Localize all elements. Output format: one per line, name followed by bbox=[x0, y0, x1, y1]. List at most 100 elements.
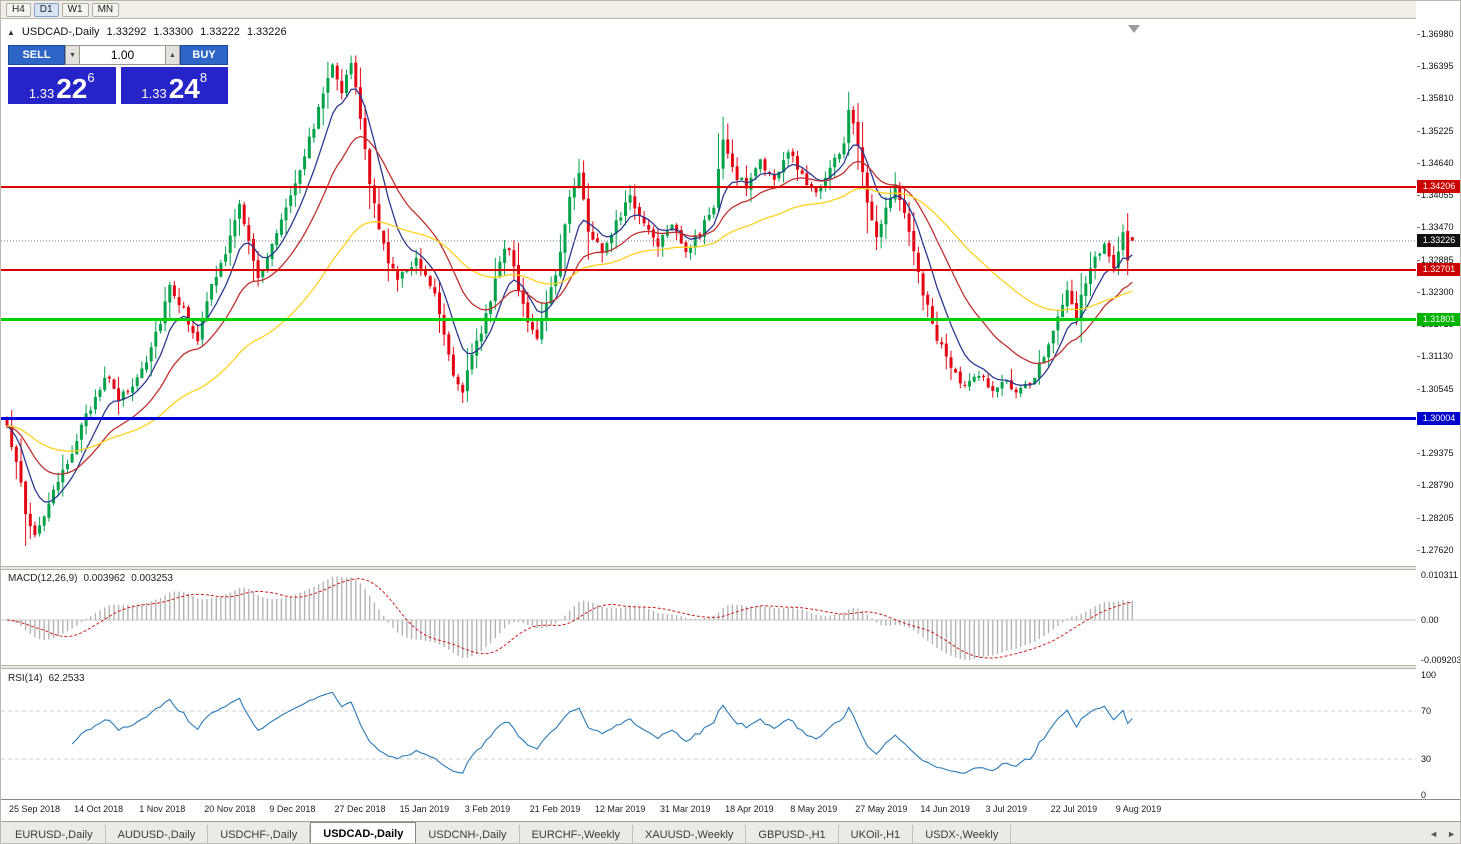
date-axis-label: 22 Jul 2019 bbox=[1050, 804, 1098, 814]
timeframe-button-w1[interactable]: W1 bbox=[61, 2, 89, 17]
resistance-level-badge: 1.34206 bbox=[1417, 180, 1460, 194]
volume-input[interactable] bbox=[80, 45, 165, 65]
date-axis-label: 3 Jul 2019 bbox=[985, 804, 1028, 814]
rsi-axis-label: 30 bbox=[1421, 754, 1432, 764]
rsi-axis-label: 100 bbox=[1421, 670, 1437, 680]
date-axis-label: 12 Mar 2019 bbox=[594, 804, 646, 814]
tab-scroll-left-button[interactable]: ◄ bbox=[1429, 829, 1439, 839]
price-axis-tick bbox=[1417, 33, 1420, 35]
price-axis-label: 1.29375 bbox=[1421, 448, 1454, 459]
rsi-title: RSI(14) bbox=[8, 673, 43, 684]
price-axis: 1.36980 1.36395 1.35810 1.35225 1.34640 1.340… bbox=[1416, 1, 1461, 800]
sell-price-pipette: 6 bbox=[87, 70, 95, 85]
chart-symbol-label: USDCAD-,Daily bbox=[21, 26, 100, 38]
ohlc-low-value: 1.33222 bbox=[200, 26, 240, 38]
price-axis-tick bbox=[1417, 356, 1420, 358]
price-axis-label: 1.28205 bbox=[1421, 512, 1454, 523]
macd-panel-canvas[interactable] bbox=[1, 570, 1416, 665]
macd-signal-line bbox=[6, 578, 1133, 659]
rsi-line bbox=[71, 691, 1133, 774]
timeframe-toolbar: H4 D1 W1 MN bbox=[1, 1, 1460, 19]
chart-tab-bar: EURUSD-,Daily AUDUSD-,Daily USDCHF-,Daily U… bbox=[1, 821, 1460, 843]
price-axis-label: 1.36980 bbox=[1421, 28, 1454, 39]
date-axis-label: 18 Apr 2019 bbox=[725, 804, 774, 814]
price-chart-canvas[interactable] bbox=[1, 19, 1416, 566]
tab-scroll-controls: ◄ ► bbox=[1429, 829, 1456, 839]
key-support-level-badge: 1.30004 bbox=[1417, 412, 1460, 426]
buy-price-pips: 24 bbox=[168, 73, 200, 104]
one-click-collapse-icon[interactable]: ▲ bbox=[7, 27, 15, 37]
moving-average-lines bbox=[6, 88, 1133, 503]
date-axis-label: 9 Aug 2019 bbox=[1115, 804, 1162, 814]
price-axis-tick bbox=[1417, 130, 1420, 132]
tab-eurchf-weekly[interactable]: EURCHF-,Weekly bbox=[520, 825, 633, 843]
price-axis-label: 1.33470 bbox=[1421, 222, 1454, 233]
price-axis-label: 1.32885 bbox=[1421, 254, 1454, 265]
ohlc-open-value: 1.33292 bbox=[106, 26, 147, 38]
tab-usdcnh-daily[interactable]: USDCNH-,Daily bbox=[416, 825, 520, 843]
sell-price-pips: 22 bbox=[56, 73, 88, 104]
rsi-axis-label: 70 bbox=[1421, 706, 1432, 716]
date-axis-label: 15 Jan 2019 bbox=[399, 804, 450, 814]
date-axis-label: 14 Oct 2018 bbox=[74, 804, 124, 814]
tab-eurusd-daily[interactable]: EURUSD-,Daily bbox=[3, 825, 106, 843]
buy-price-display[interactable]: 1.33 24 8 bbox=[120, 67, 228, 104]
volume-decrease-button[interactable]: ▼ bbox=[65, 45, 80, 65]
chart-ohlc-header: ▲ USDCAD-,Daily 1.33292 1.33300 1.33222 … bbox=[7, 26, 287, 38]
volume-increase-button[interactable]: ▲ bbox=[165, 45, 180, 65]
timeframe-button-h4[interactable]: H4 bbox=[6, 2, 31, 17]
price-axis-label: 1.35225 bbox=[1421, 125, 1454, 136]
macd-histogram bbox=[10, 576, 1134, 660]
sell-price-bigfigure: 1.33 bbox=[28, 86, 55, 101]
tab-ukoil-h1[interactable]: UKOil-,H1 bbox=[839, 825, 914, 843]
tab-usdx-weekly[interactable]: USDX-,Weekly bbox=[913, 825, 1012, 843]
price-axis-tick bbox=[1417, 195, 1420, 197]
date-axis-label: 27 Dec 2018 bbox=[334, 804, 386, 814]
tab-audusd-daily[interactable]: AUDUSD-,Daily bbox=[106, 825, 209, 843]
chart-tabs: EURUSD-,Daily AUDUSD-,Daily USDCHF-,Daily U… bbox=[3, 822, 1012, 843]
horizontal-level-lines bbox=[1, 185, 1416, 421]
buy-price-pipette: 8 bbox=[199, 70, 208, 85]
price-axis-tick bbox=[1417, 162, 1420, 164]
ohlc-high-value: 1.33300 bbox=[153, 26, 194, 38]
timeframe-button-d1[interactable]: D1 bbox=[33, 2, 59, 17]
timeframe-button-mn[interactable]: MN bbox=[91, 2, 120, 17]
date-axis-label: 25 Sep 2018 bbox=[9, 804, 61, 814]
date-axis-label: 21 Feb 2019 bbox=[529, 804, 581, 814]
date-axis-label: 8 May 2019 bbox=[790, 804, 838, 814]
price-axis-tick bbox=[1417, 259, 1420, 261]
price-axis-tick bbox=[1417, 227, 1420, 229]
support-level-badge: 1.31801 bbox=[1417, 312, 1460, 326]
tab-usdcad-daily[interactable]: USDCAD-,Daily bbox=[310, 822, 417, 843]
price-axis-tick bbox=[1417, 485, 1420, 487]
macd-axis-label: 0.010311 bbox=[1421, 570, 1458, 581]
tab-gbpusd-h1[interactable]: GBPUSD-,H1 bbox=[746, 825, 839, 843]
macd-axis-label: -0.009203 bbox=[1421, 654, 1461, 665]
price-axis-label: 1.36395 bbox=[1421, 61, 1454, 72]
price-axis-tick bbox=[1417, 66, 1420, 68]
macd-indicator-label: MACD(12,26,9) 0.003962 0.003253 bbox=[8, 573, 173, 584]
sell-price-display[interactable]: 1.33 22 6 bbox=[8, 67, 116, 104]
price-axis-label: 1.27620 bbox=[1421, 545, 1454, 555]
tab-usdchf-daily[interactable]: USDCHF-,Daily bbox=[208, 825, 311, 843]
ma-21-line bbox=[6, 135, 1133, 475]
price-axis-label: 1.34640 bbox=[1421, 157, 1454, 168]
buy-button[interactable]: BUY bbox=[180, 45, 228, 65]
price-axis-label: 1.31130 bbox=[1421, 351, 1453, 362]
panel-separator[interactable] bbox=[1, 665, 1460, 669]
candles-layer bbox=[5, 55, 1134, 546]
price-axis-label: 1.32300 bbox=[1421, 286, 1454, 297]
buy-price-bigfigure: 1.33 bbox=[141, 86, 167, 101]
macd-axis-label: 0.00 bbox=[1421, 614, 1439, 625]
sell-button[interactable]: SELL bbox=[8, 45, 65, 65]
panel-separator[interactable] bbox=[1, 566, 1460, 570]
macd-main-value: 0.003962 bbox=[83, 573, 126, 584]
ohlc-close-value: 1.33226 bbox=[246, 26, 287, 38]
price-axis-tick bbox=[1417, 517, 1420, 519]
tab-scroll-right-button[interactable]: ► bbox=[1447, 829, 1456, 839]
chart-shift-marker bbox=[1128, 25, 1140, 33]
rsi-panel-canvas[interactable] bbox=[1, 669, 1416, 799]
tab-xauusd-weekly[interactable]: XAUUSD-,Weekly bbox=[633, 825, 747, 843]
ma-55-line bbox=[6, 187, 1133, 452]
